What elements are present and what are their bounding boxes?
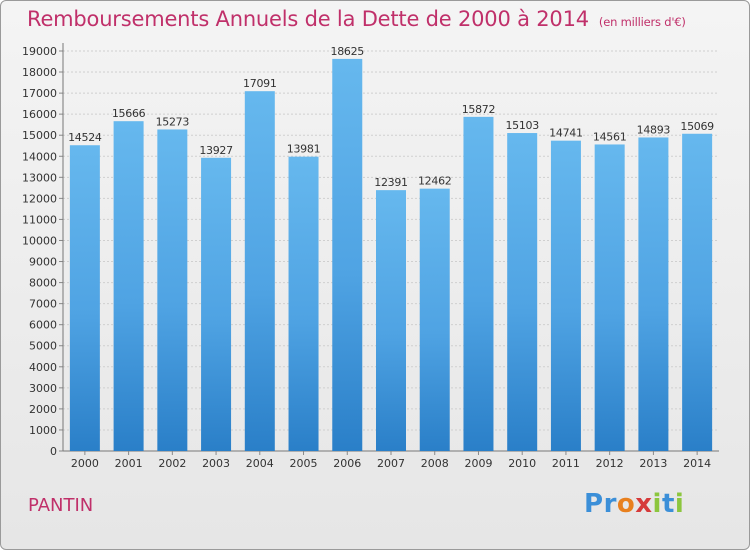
y-tick-label: 7000 — [29, 298, 57, 311]
bar-2005 — [288, 156, 319, 452]
x-tick-label: 2003 — [202, 457, 230, 470]
bar-2004 — [244, 91, 275, 451]
x-tick-label: 2002 — [158, 457, 186, 470]
data-label: 14741 — [549, 127, 583, 140]
y-tick-label: 5000 — [29, 340, 57, 353]
logo-letter: t — [661, 489, 675, 519]
y-tick-label: 15000 — [22, 129, 57, 142]
data-label: 12391 — [374, 176, 408, 189]
y-tick-label: 11000 — [22, 213, 57, 226]
y-tick-labels: 0 1000 2000 3000 4000 5000 6000 7000 8000 9000 100… — [22, 45, 57, 458]
data-label: 12462 — [418, 175, 452, 188]
bar-2014 — [682, 133, 713, 452]
logo-letter: x — [635, 489, 653, 519]
data-label: 15666 — [112, 107, 146, 120]
x-tick-label: 2012 — [596, 457, 624, 470]
x-tick-label: 2014 — [683, 457, 711, 470]
x-tick-label: 2009 — [464, 457, 492, 470]
y-tick-label: 1000 — [29, 424, 57, 437]
data-label: 15069 — [680, 120, 714, 133]
x-tick-label: 2011 — [552, 457, 580, 470]
y-tick-label: 18000 — [22, 66, 57, 79]
y-tick-label: 13000 — [22, 171, 57, 184]
bar-2009 — [463, 116, 494, 451]
y-tick-label: 10000 — [22, 234, 57, 247]
logo-letter: o — [616, 489, 636, 519]
logo-letter: r — [603, 489, 617, 519]
y-tick-label: 17000 — [22, 87, 57, 100]
data-label: 15273 — [156, 115, 190, 128]
data-label: 13981 — [287, 143, 321, 156]
data-label: 13927 — [199, 144, 233, 157]
data-label: 14893 — [637, 123, 671, 136]
data-label: 15103 — [505, 119, 539, 132]
bar-2008 — [419, 188, 450, 452]
y-tick-label: 16000 — [22, 108, 57, 121]
x-tick-labels: 2000 2001 2002 2003 2004 2005 2006 2007 2008 2009… — [71, 457, 711, 470]
city-name: PANTIN — [28, 495, 94, 516]
bar-2006 — [332, 58, 363, 451]
data-label: 14524 — [68, 131, 102, 144]
data-label: 14561 — [593, 130, 627, 143]
chart-title: Remboursements Annuels de la Dette de 20… — [27, 7, 686, 31]
bars — [69, 58, 713, 452]
y-tick-label: 6000 — [29, 319, 57, 332]
x-tick-label: 2004 — [246, 457, 274, 470]
bar-2011 — [550, 140, 581, 452]
x-tick-label: 2001 — [115, 457, 143, 470]
x-tick-label: 2008 — [421, 457, 449, 470]
bar-2012 — [594, 144, 625, 451]
bar-2000 — [69, 145, 100, 452]
x-tick-label: 2010 — [508, 457, 536, 470]
y-tick-label: 14000 — [22, 150, 57, 163]
x-tick-label: 2005 — [290, 457, 318, 470]
y-tick-label: 19000 — [22, 45, 57, 58]
y-tick-label: 8000 — [29, 277, 57, 290]
y-tick-label: 0 — [50, 445, 57, 458]
y-tick-label: 2000 — [29, 403, 57, 416]
proxiti-logo: Proxiti — [584, 489, 684, 519]
y-tick-label: 4000 — [29, 361, 57, 374]
logo-letter: i — [652, 489, 662, 519]
y-tick-label: 12000 — [22, 192, 57, 205]
bar-2010 — [507, 133, 538, 451]
bar-2007 — [376, 190, 406, 451]
chart-title-text: Remboursements Annuels de la Dette de 20… — [27, 7, 589, 31]
x-tick-label: 2013 — [639, 457, 667, 470]
bar-2001 — [113, 121, 144, 451]
y-tick-label: 3000 — [29, 382, 57, 395]
data-label: 15872 — [462, 103, 496, 116]
bar-2003 — [201, 157, 232, 452]
x-tick-label: 2000 — [71, 457, 99, 470]
bar-2002 — [157, 129, 188, 451]
logo-letter: i — [674, 489, 685, 519]
chart-unit: (en milliers d'€) — [598, 15, 686, 29]
x-tick-label: 2007 — [377, 457, 405, 470]
data-labels: 14524 15666 15273 13927 17091 13981 18625 12391… — [68, 45, 714, 189]
data-label: 17091 — [243, 77, 277, 90]
x-tick-label: 2006 — [333, 457, 361, 470]
logo-letter: P — [584, 489, 604, 519]
y-tick-label: 9000 — [29, 256, 57, 269]
data-label: 18625 — [331, 45, 365, 58]
bar-2013 — [638, 137, 669, 451]
